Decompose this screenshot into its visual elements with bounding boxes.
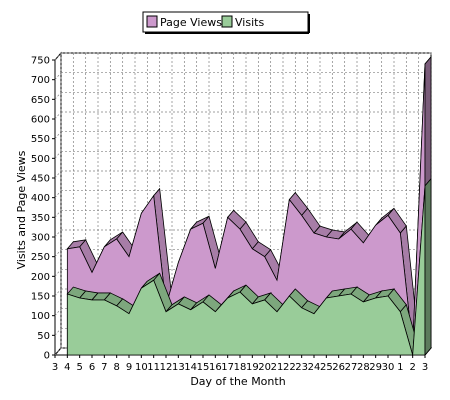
h-gridline-wall [54,288,62,297]
x-tick-label: 17 [221,362,234,373]
h-gridline-wall [54,52,62,61]
x-tick-label: 18 [234,362,247,373]
y-tick-label: 150 [31,292,50,303]
x-tick-label: 22 [283,362,296,373]
y-tick-label: 500 [31,154,50,165]
h-gridline-wall [54,151,62,159]
x-tick-label: 7 [101,362,107,373]
x-tick-label: 27 [345,362,358,373]
x-tick-label: 13 [172,362,185,373]
x-tick-label: 3 [422,362,428,373]
y-tick-label: 700 [31,75,50,86]
x-tick-label: 2 [409,362,415,373]
x-tick-label: 30 [382,362,395,373]
legend-swatch-visits [221,15,233,28]
y-tick-label: 550 [31,134,50,145]
y-tick-label: 350 [31,213,50,224]
x-tick-label: 28 [357,362,370,373]
x-tick-label: 19 [246,362,259,373]
x-tick-label: 29 [369,362,382,373]
x-tick-label: 20 [258,362,271,373]
x-tick-label: 23 [295,362,308,373]
x-tick-label: 15 [197,362,210,373]
x-tick-label: 24 [308,362,321,373]
x-tick-label: 9 [126,362,132,373]
series-visits [66,177,432,357]
x-tick-label: 16 [209,362,222,373]
h-gridline-wall [54,111,62,120]
y-tick-label: 750 [31,56,50,67]
h-gridline-wall [54,210,62,218]
h-gridline-wall [54,347,62,356]
x-tick-label: 25 [320,362,333,373]
x-axis-label: Day of the Month [190,375,285,388]
h-gridline-wall [54,170,62,179]
x-tick-label: 21 [271,362,284,373]
h-gridline-wall [54,229,62,238]
y-tick-label: 600 [31,115,50,126]
h-gridline-wall [54,72,62,80]
h-gridline-wall [54,190,62,198]
y-tick-label: 400 [31,193,50,204]
area-side [424,177,432,357]
area-face [66,185,426,356]
x-tick-label: 12 [160,362,173,373]
x-tick-label: 14 [184,362,197,373]
x-tick-label: 6 [89,362,95,373]
x-tick-label: 26 [332,362,345,373]
x-tick-label: 1 [397,362,403,373]
x-tick-label: 3 [52,362,58,373]
legend-label-visits: Visits [235,16,264,29]
series-layer [66,55,432,357]
y-tick-label: 200 [31,272,50,283]
y-tick-label: 250 [31,252,50,263]
x-tick-label: 4 [64,362,70,373]
x-tick-label: 5 [76,362,82,373]
y-axis-ticks: 0 50 100 150 200 250 300 350 400 450 500 550 600 650 7… [31,56,55,362]
y-tick-label: 300 [31,233,50,244]
legend: Page Views Visits [142,11,310,34]
y-tick-label: 50 [37,331,50,342]
x-tick-label: 8 [113,362,119,373]
x-tick-label: 11 [147,362,160,373]
h-gridline-wall [54,92,62,100]
h-gridline-wall [54,269,62,277]
h-gridline-wall [54,328,62,336]
x-tick-label: 10 [135,362,148,373]
legend-label-page-views: Page Views [160,16,222,29]
y-tick-label: 0 [44,351,50,362]
y-axis-label: Visits and Page Views [15,150,28,269]
y-tick-label: 650 [31,95,50,106]
x-axis-ticks: 3 4 5 6 7 8 9 10 11 12 13 14 15 16 17 18 19 20 21 22 23 24 25 2… [52,355,428,373]
legend-swatch-page-views [146,15,158,28]
h-gridline-wall [54,308,62,316]
y-tick-label: 100 [31,311,50,322]
h-gridline-wall [54,131,62,139]
h-gridline-wall [54,249,62,257]
y-tick-label: 450 [31,174,50,185]
